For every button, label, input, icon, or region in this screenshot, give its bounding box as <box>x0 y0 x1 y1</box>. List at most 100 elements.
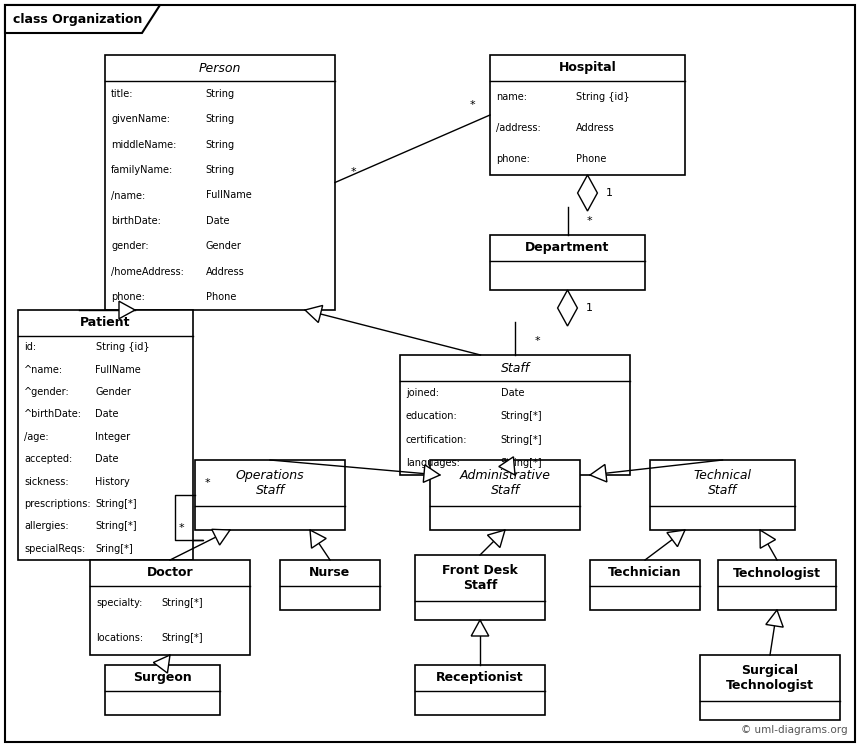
Text: /address:: /address: <box>496 123 541 133</box>
Text: String {id}: String {id} <box>576 92 630 102</box>
Polygon shape <box>766 610 783 627</box>
Text: *: * <box>350 167 356 178</box>
Text: Technician: Technician <box>608 566 682 580</box>
Text: String: String <box>206 165 235 175</box>
Text: Date: Date <box>501 388 524 397</box>
Text: *: * <box>178 523 184 533</box>
Text: accepted:: accepted: <box>24 454 72 464</box>
FancyBboxPatch shape <box>490 235 645 290</box>
Text: String {id}: String {id} <box>95 342 149 352</box>
Text: Date: Date <box>206 216 229 226</box>
Text: String[*]: String[*] <box>95 499 137 509</box>
FancyBboxPatch shape <box>195 460 345 530</box>
Text: Address: Address <box>576 123 615 133</box>
Text: String: String <box>206 89 235 99</box>
Text: Administrative
Staff: Administrative Staff <box>459 469 550 497</box>
FancyBboxPatch shape <box>5 5 855 742</box>
Text: ^birthDate:: ^birthDate: <box>24 409 82 419</box>
Polygon shape <box>423 465 440 483</box>
Polygon shape <box>578 175 598 211</box>
FancyBboxPatch shape <box>18 310 193 560</box>
Polygon shape <box>666 530 685 547</box>
Polygon shape <box>499 457 515 475</box>
Text: Surgeon: Surgeon <box>133 672 192 684</box>
Text: /name:: /name: <box>111 190 145 200</box>
Polygon shape <box>119 301 135 319</box>
Text: specialReqs:: specialReqs: <box>24 544 85 554</box>
Text: FullName: FullName <box>95 365 141 374</box>
Text: joined:: joined: <box>406 388 439 397</box>
Text: String[*]: String[*] <box>501 412 542 421</box>
Text: Department: Department <box>525 241 610 255</box>
Polygon shape <box>212 530 230 545</box>
Text: Technical
Staff: Technical Staff <box>693 469 752 497</box>
Text: ^name:: ^name: <box>24 365 63 374</box>
FancyBboxPatch shape <box>400 355 630 475</box>
Text: *: * <box>470 100 475 110</box>
Polygon shape <box>557 290 577 326</box>
Text: *: * <box>534 336 540 346</box>
Text: Technologist: Technologist <box>733 566 821 580</box>
Text: phone:: phone: <box>111 292 144 303</box>
Text: allergies:: allergies: <box>24 521 69 531</box>
Text: name:: name: <box>496 92 527 102</box>
Text: Date: Date <box>95 454 119 464</box>
Text: prescriptions:: prescriptions: <box>24 499 90 509</box>
Text: sickness:: sickness: <box>24 477 69 486</box>
Text: id:: id: <box>24 342 36 352</box>
Text: Integer: Integer <box>95 432 131 441</box>
Text: specialty:: specialty: <box>96 598 143 608</box>
Text: String[*]: String[*] <box>161 598 203 608</box>
Text: Receptionist: Receptionist <box>436 672 524 684</box>
FancyBboxPatch shape <box>415 665 545 715</box>
Text: String[*]: String[*] <box>161 633 203 642</box>
Text: Sring[*]: Sring[*] <box>95 544 133 554</box>
Text: class Organization: class Organization <box>13 13 143 25</box>
Text: givenName:: givenName: <box>111 114 170 124</box>
Text: FullName: FullName <box>206 190 251 200</box>
Text: locations:: locations: <box>96 633 143 642</box>
Text: Phone: Phone <box>576 155 606 164</box>
FancyBboxPatch shape <box>490 55 685 175</box>
Polygon shape <box>5 5 160 33</box>
Text: birthDate:: birthDate: <box>111 216 161 226</box>
Text: History: History <box>95 477 130 486</box>
Text: /age:: /age: <box>24 432 49 441</box>
FancyBboxPatch shape <box>718 560 836 610</box>
FancyBboxPatch shape <box>430 460 580 530</box>
Text: title:: title: <box>111 89 133 99</box>
Text: String: String <box>206 114 235 124</box>
Text: Nurse: Nurse <box>310 566 351 580</box>
Text: Gender: Gender <box>95 387 132 397</box>
Text: © uml-diagrams.org: © uml-diagrams.org <box>741 725 848 735</box>
Text: Date: Date <box>95 409 119 419</box>
Text: Gender: Gender <box>206 241 242 252</box>
Text: middleName:: middleName: <box>111 140 176 149</box>
Polygon shape <box>590 465 607 482</box>
FancyBboxPatch shape <box>700 655 840 720</box>
Polygon shape <box>760 530 776 548</box>
Text: Person: Person <box>199 61 241 75</box>
FancyBboxPatch shape <box>280 560 380 610</box>
Text: education:: education: <box>406 412 458 421</box>
Text: *: * <box>587 216 593 226</box>
Text: String[*]: String[*] <box>501 435 542 444</box>
Text: *: * <box>204 478 210 488</box>
Polygon shape <box>471 620 488 636</box>
Text: ^gender:: ^gender: <box>24 387 70 397</box>
Text: Hospital: Hospital <box>559 61 617 75</box>
FancyBboxPatch shape <box>590 560 700 610</box>
FancyBboxPatch shape <box>415 555 545 620</box>
Text: Phone: Phone <box>206 292 236 303</box>
Text: 1: 1 <box>586 303 593 313</box>
Polygon shape <box>488 530 505 548</box>
Text: Front Desk
Staff: Front Desk Staff <box>442 564 518 592</box>
Text: 1: 1 <box>606 188 613 198</box>
Text: familyName:: familyName: <box>111 165 173 175</box>
Text: /homeAddress:: /homeAddress: <box>111 267 184 277</box>
Text: Address: Address <box>206 267 244 277</box>
FancyBboxPatch shape <box>90 560 250 655</box>
Text: phone:: phone: <box>496 155 530 164</box>
Text: languages:: languages: <box>406 458 460 468</box>
Polygon shape <box>310 530 326 548</box>
